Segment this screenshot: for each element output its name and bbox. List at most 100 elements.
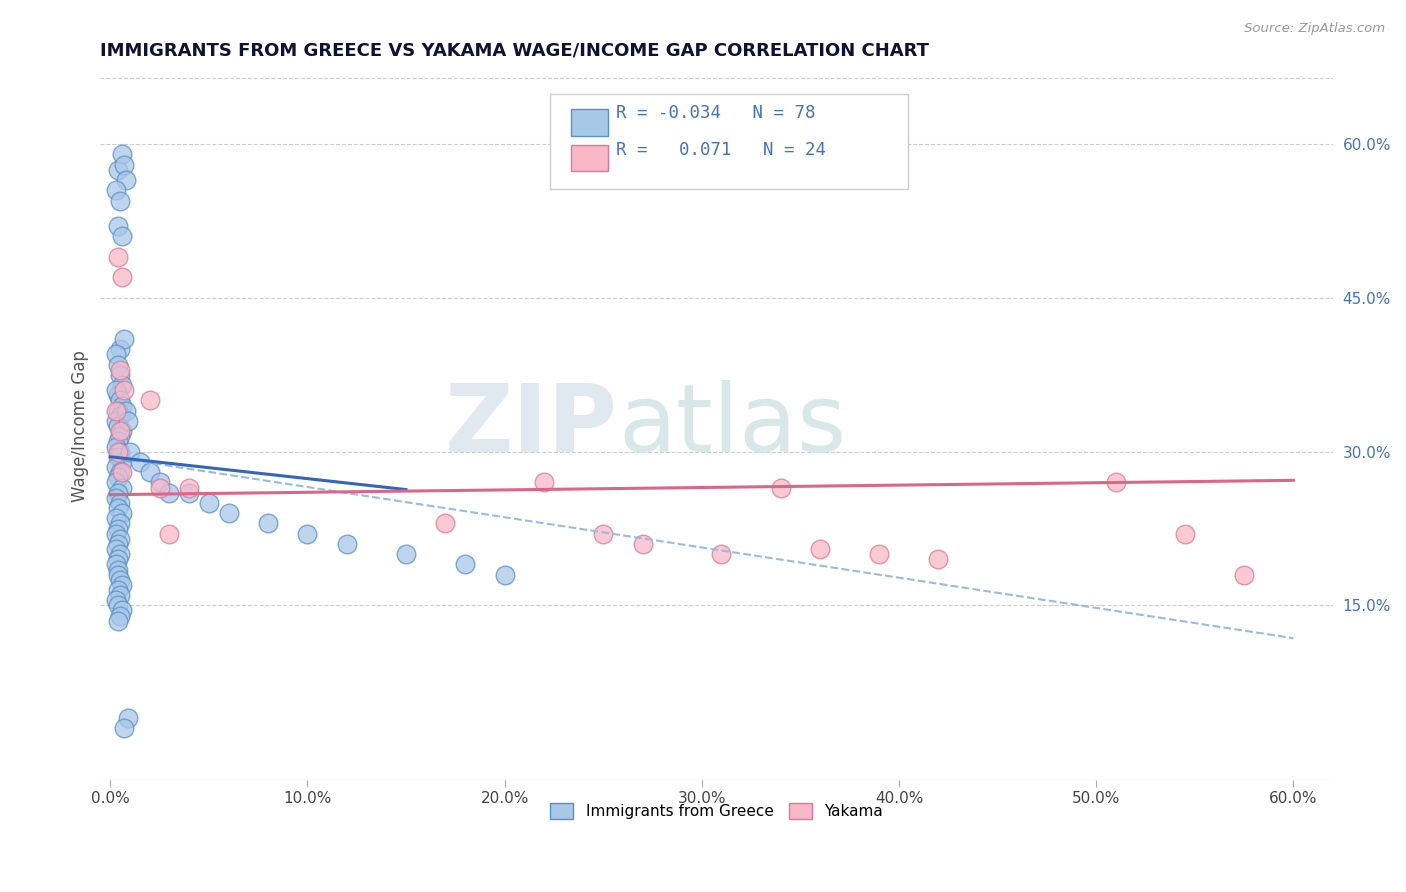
FancyBboxPatch shape [550,94,908,189]
Point [108,393,131,408]
Point [105,183,128,197]
Point [108,368,131,382]
Point [868,547,890,561]
Point [111,578,134,592]
Point [107,162,129,177]
Point [117,414,139,428]
Point [198,496,221,510]
Point [107,599,129,613]
Point [105,347,128,361]
Legend: Immigrants from Greece, Yakama: Immigrants from Greece, Yakama [544,797,889,825]
Point [107,552,129,566]
Point [148,481,170,495]
Point [111,378,134,392]
Text: atlas: atlas [619,380,846,472]
Point [105,403,128,417]
Point [111,455,134,469]
Point [107,562,129,576]
Point [115,173,138,187]
FancyBboxPatch shape [571,145,609,171]
Point [108,424,131,438]
Point [108,608,131,623]
Point [336,537,359,551]
Point [105,526,128,541]
Point [108,532,131,546]
Point [111,603,134,617]
Point [297,526,319,541]
Point [107,450,129,464]
Point [177,485,200,500]
Point [138,465,160,479]
Point [148,475,170,490]
Point [128,455,150,469]
Point [105,383,128,397]
Point [107,434,129,449]
Point [112,158,135,172]
Point [107,501,129,516]
Point [107,582,129,597]
Point [533,475,555,490]
Text: IMMIGRANTS FROM GREECE VS YAKAMA WAGE/INCOME GAP CORRELATION CHART: IMMIGRANTS FROM GREECE VS YAKAMA WAGE/IN… [100,42,929,60]
Point [1105,475,1128,490]
Point [107,567,129,582]
Point [105,414,128,428]
Point [138,393,160,408]
Point [218,506,240,520]
Point [108,516,131,531]
Point [107,521,129,535]
FancyBboxPatch shape [571,109,609,136]
Point [494,567,516,582]
Point [111,147,134,161]
Y-axis label: Wage/Income Gap: Wage/Income Gap [72,350,89,502]
Point [434,516,457,531]
Point [107,537,129,551]
Point [710,547,733,561]
Point [107,419,129,434]
Point [105,558,128,572]
Point [107,470,129,484]
Point [111,399,134,413]
Point [105,541,128,556]
Point [177,481,200,495]
Point [108,362,131,376]
Point [395,547,418,561]
Point [112,332,135,346]
Point [108,573,131,587]
Point [927,552,949,566]
Point [1233,567,1256,582]
Point [112,383,135,397]
Point [105,440,128,454]
Point [108,444,131,458]
Text: R =   0.071   N = 24: R = 0.071 N = 24 [616,141,825,159]
Point [107,388,129,402]
Point [108,429,131,443]
Point [111,424,134,438]
Point [118,444,141,458]
Point [769,481,792,495]
Point [111,229,134,244]
Point [105,593,128,607]
Text: ZIP: ZIP [446,380,619,472]
Point [108,342,131,356]
Point [107,219,129,234]
Point [108,465,131,479]
Point [454,558,477,572]
Point [1174,526,1197,541]
Point [157,485,180,500]
Point [808,541,831,556]
Point [111,270,134,285]
Point [108,547,131,561]
Point [107,403,129,417]
Point [157,526,180,541]
Point [107,444,129,458]
Point [107,614,129,628]
Point [257,516,280,531]
Point [105,475,128,490]
Point [592,526,614,541]
Point [108,194,131,208]
Point [108,588,131,602]
Text: R = -0.034   N = 78: R = -0.034 N = 78 [616,103,815,121]
Point [107,250,129,264]
Point [107,358,129,372]
Point [105,491,128,505]
